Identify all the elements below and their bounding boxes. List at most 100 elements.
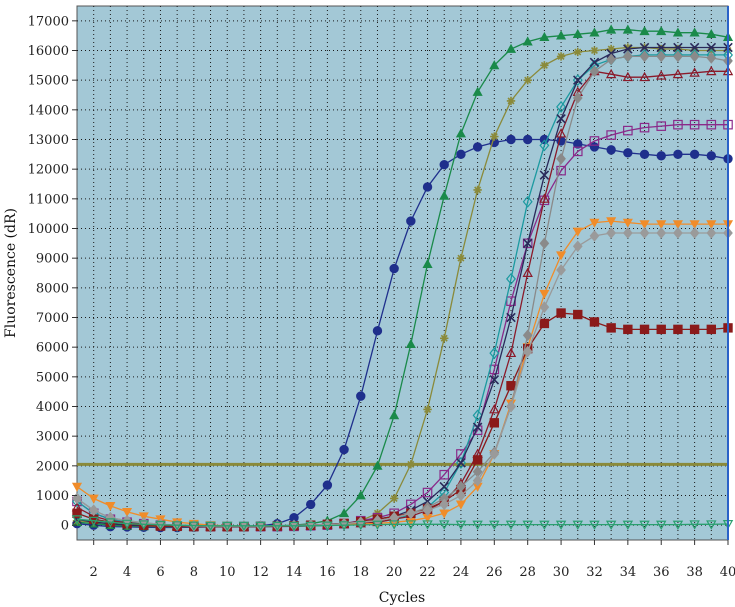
series-group <box>71 24 734 533</box>
data-point <box>71 515 83 525</box>
data-point <box>506 381 516 391</box>
data-point <box>255 521 266 532</box>
data-point <box>339 444 349 455</box>
data-point <box>88 494 99 504</box>
data-point <box>405 507 416 520</box>
series-12 <box>71 515 734 532</box>
data-point <box>673 42 683 53</box>
data-point <box>389 494 399 503</box>
data-point <box>689 27 700 37</box>
data-point <box>556 165 566 176</box>
data-point <box>439 160 449 170</box>
data-point <box>405 520 417 530</box>
data-point <box>706 65 717 76</box>
data-point <box>322 480 333 490</box>
data-point <box>372 520 383 531</box>
y-tick-label: 4000 <box>36 400 69 415</box>
data-point <box>388 520 400 530</box>
data-point <box>505 347 517 358</box>
data-point <box>322 521 333 531</box>
y-tick-label: 9000 <box>36 252 69 267</box>
data-point <box>689 42 700 53</box>
y-tick-label: 17000 <box>28 14 69 29</box>
y-tick-label: 3000 <box>36 430 69 445</box>
data-point <box>473 185 482 195</box>
data-point <box>540 61 549 70</box>
data-point <box>623 324 633 335</box>
data-point <box>121 519 133 530</box>
x-tick-label: 26 <box>486 565 503 580</box>
data-point <box>455 520 467 531</box>
data-point <box>305 521 316 532</box>
y-axis-ticks: 0 1000 2000 3000 4000 5000 6000 7000 8000 9000 100… <box>28 14 77 534</box>
data-point <box>656 220 667 230</box>
data-point <box>689 50 700 63</box>
data-point <box>489 347 500 360</box>
x-tick-label: 4 <box>123 565 131 580</box>
data-point <box>356 391 366 401</box>
data-point <box>589 142 600 152</box>
data-point <box>72 508 82 519</box>
data-point <box>539 139 550 152</box>
data-point <box>522 329 533 342</box>
data-point <box>689 220 700 230</box>
data-point <box>589 218 600 228</box>
data-point <box>522 345 533 358</box>
data-point <box>523 75 532 85</box>
data-point <box>589 317 600 327</box>
data-point <box>556 152 566 165</box>
data-point <box>406 216 416 226</box>
x-tick-label: 28 <box>519 565 536 580</box>
data-point <box>673 50 683 63</box>
data-point <box>673 324 683 335</box>
data-point <box>105 502 116 512</box>
data-point <box>422 182 433 192</box>
data-point <box>506 134 516 145</box>
data-point <box>606 48 616 59</box>
data-point <box>673 119 683 130</box>
data-point <box>673 227 683 239</box>
data-point <box>672 520 684 531</box>
data-point <box>238 521 250 532</box>
data-point <box>423 405 432 414</box>
data-point <box>522 36 533 46</box>
data-point <box>706 227 717 239</box>
y-tick-label: 12000 <box>28 163 69 178</box>
data-point <box>355 520 366 531</box>
y-tick-label: 8000 <box>36 281 69 296</box>
data-point <box>606 217 617 227</box>
x-tick-label: 18 <box>352 565 369 580</box>
x-tick-label: 24 <box>453 565 470 580</box>
y-tick-label: 1000 <box>36 489 69 504</box>
data-point <box>506 400 516 413</box>
data-point <box>456 253 466 263</box>
data-point <box>439 520 450 530</box>
data-point <box>605 520 617 531</box>
data-point <box>389 511 400 524</box>
y-tick-label: 0 <box>61 519 69 534</box>
x-tick-label: 38 <box>686 565 703 580</box>
data-point <box>422 258 433 268</box>
y-tick-label: 10000 <box>28 222 69 237</box>
data-point <box>706 119 717 130</box>
data-point <box>606 24 617 34</box>
x-tick-label: 32 <box>586 565 603 580</box>
data-point <box>556 52 566 61</box>
data-point <box>472 474 483 487</box>
data-point <box>522 195 533 208</box>
data-point <box>422 487 433 498</box>
data-point <box>556 113 566 124</box>
x-tick-label: 20 <box>386 565 403 580</box>
data-point <box>539 193 550 203</box>
data-point <box>405 338 416 349</box>
series-line <box>76 518 729 527</box>
data-point <box>171 521 183 531</box>
x-tick-label: 10 <box>219 565 236 580</box>
data-point <box>72 516 82 525</box>
data-point <box>406 460 416 469</box>
data-point <box>639 71 650 82</box>
data-point <box>689 324 700 335</box>
data-point <box>606 130 616 140</box>
data-point <box>639 25 650 36</box>
